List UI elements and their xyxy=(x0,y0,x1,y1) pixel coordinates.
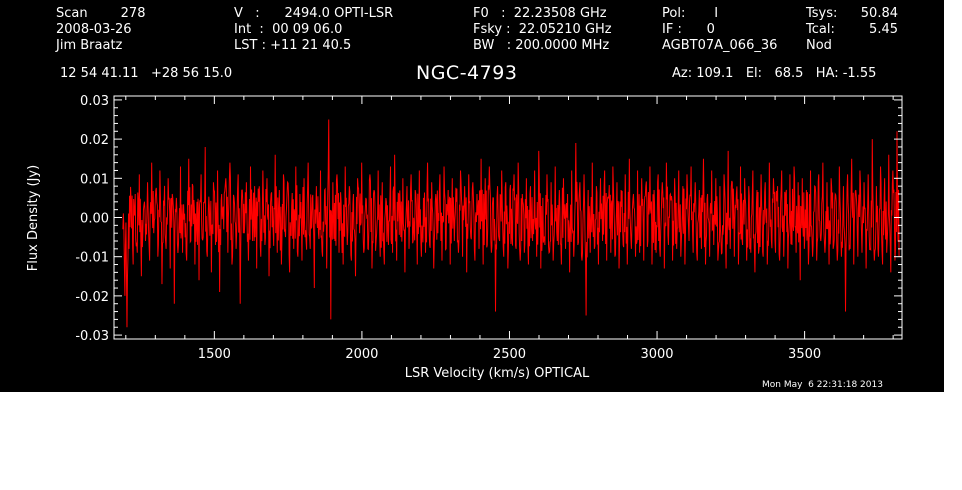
header-velocity: V : 2494.0 OPTI-LSR xyxy=(234,6,394,21)
header-fsky: Fsky : 22.05210 GHz xyxy=(473,22,612,37)
x-axis-label: LSR Velocity (km/s) OPTICAL xyxy=(405,366,590,381)
y-tick-label: 0.00 xyxy=(80,212,109,227)
header-tcal-label: Tcal: xyxy=(806,22,835,37)
y-tick-label: -0.01 xyxy=(75,251,109,266)
header-project: AGBT07A_066_36 xyxy=(662,38,778,53)
header-tcal-value: 5.45 xyxy=(869,22,898,37)
header-integration: Int : 00 09 06.0 xyxy=(234,22,343,37)
spectrum-panel: Scan 278 2008-03-26 Jim Braatz V : 2494.… xyxy=(0,0,944,392)
tick-layer: 1500 2000 2500 3000 3500 -0.03 -0.02 -0.01 0.00 0… xyxy=(75,94,902,362)
spectrum-chart: 1500 2000 2500 3000 3500 -0.03 -0.02 -0.01 0.00 0… xyxy=(26,94,903,381)
y-tick-label: -0.02 xyxy=(75,290,109,305)
y-tick-label: 0.01 xyxy=(80,172,109,187)
y-tick-label: -0.03 xyxy=(75,329,109,344)
x-tick-label: 1500 xyxy=(198,347,231,362)
header-nod: Nod xyxy=(806,38,832,53)
header-if: IF : 0 xyxy=(662,22,715,37)
header-tsys-label: Tsys: xyxy=(806,6,838,21)
timestamp: Mon May 6 22:31:18 2013 xyxy=(762,380,883,390)
x-tick-label: 3000 xyxy=(640,347,673,362)
header-observer: Jim Braatz xyxy=(56,38,123,53)
header-coordinates: 12 54 41.11 +28 56 15.0 xyxy=(60,66,233,81)
source-name: NGC-4793 xyxy=(416,62,518,84)
series-line xyxy=(122,119,900,328)
header-lst: LST : +11 21 40.5 xyxy=(234,38,352,53)
y-tick-label: 0.02 xyxy=(80,133,109,148)
plot-frame xyxy=(113,95,903,340)
header-polarization: Pol: I xyxy=(662,6,719,21)
header-pointing: Az: 109.1 El: 68.5 HA: -1.55 xyxy=(672,66,877,81)
x-tick-label: 2500 xyxy=(493,347,526,362)
header-tsys-value: 50.84 xyxy=(860,6,898,21)
x-tick-label: 2000 xyxy=(345,347,378,362)
x-tick-label: 3500 xyxy=(788,347,821,362)
y-axis-label: Flux Density (Jy) xyxy=(26,165,41,271)
header-scan: Scan 278 xyxy=(56,6,146,21)
y-tick-label: 0.03 xyxy=(80,94,109,109)
series-layer xyxy=(122,119,900,328)
header-f0: F0 : 22.23508 GHz xyxy=(473,6,607,21)
header-bandwidth: BW : 200.0000 MHz xyxy=(473,38,610,53)
header-date: 2008-03-26 xyxy=(56,22,132,37)
